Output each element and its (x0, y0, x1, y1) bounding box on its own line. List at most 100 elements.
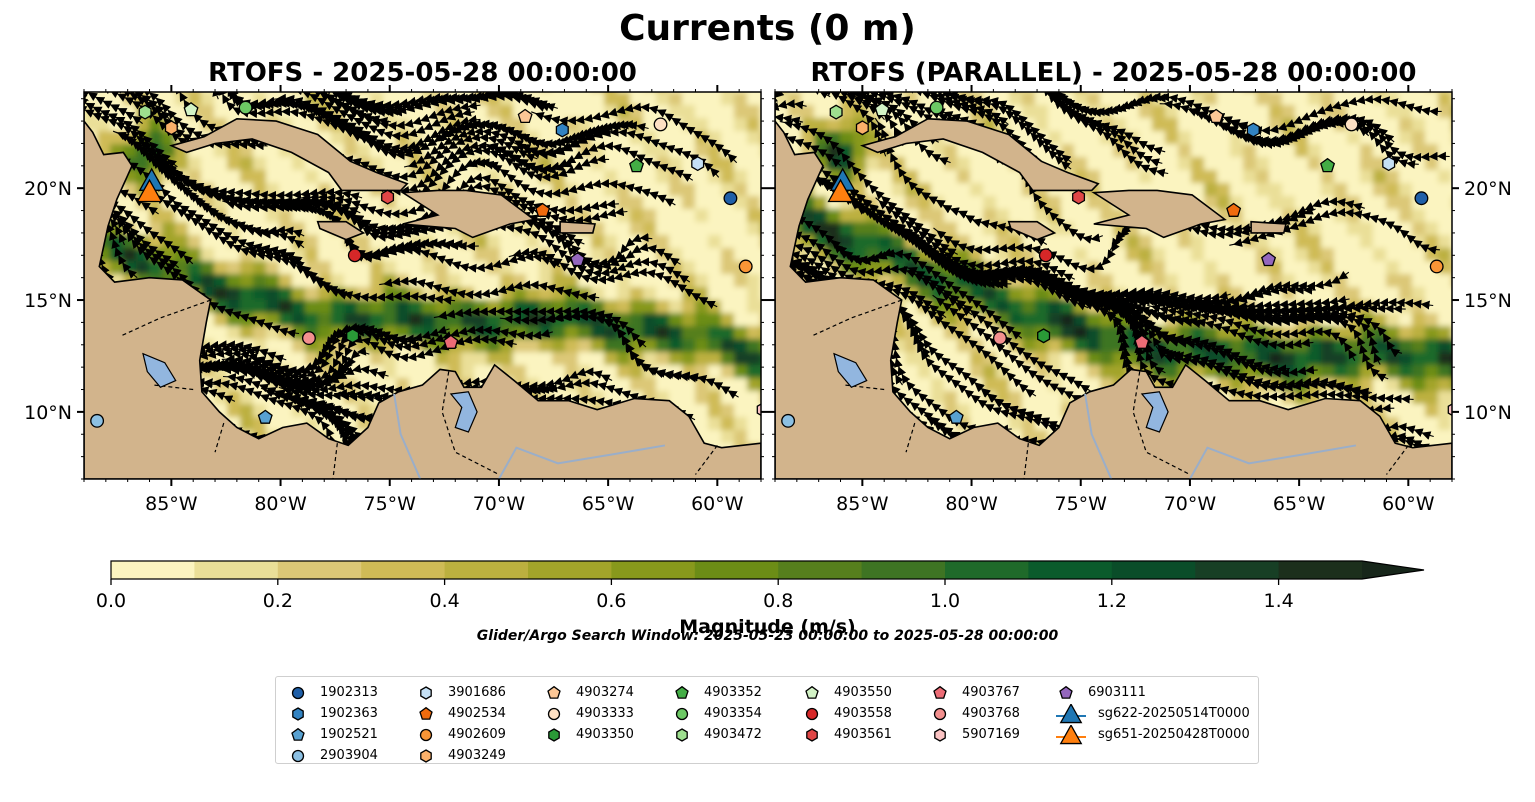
field-cell (305, 183, 319, 197)
field-cell (253, 170, 267, 184)
field-cell (487, 248, 501, 262)
field-cell (1347, 144, 1361, 158)
colorbar-segment (528, 561, 612, 579)
field-cell (1230, 144, 1244, 158)
legend-marker-glider-icon (1056, 703, 1086, 723)
field-cell (1295, 300, 1309, 314)
field-cell (1048, 404, 1062, 418)
field-cell (513, 352, 527, 366)
field-cell (266, 274, 280, 288)
field-cell (422, 287, 436, 301)
field-cell (747, 391, 761, 405)
field-cell (448, 274, 462, 288)
field-cell (983, 313, 997, 327)
field-cell (1464, 274, 1478, 288)
field-cell (1438, 196, 1452, 210)
field-cell (318, 417, 332, 431)
field-cell (708, 118, 722, 132)
field-cell (513, 339, 527, 353)
field-cell (617, 339, 631, 353)
field-cell (84, 235, 85, 249)
field-cell (383, 287, 397, 301)
field-cell (500, 105, 514, 119)
field-cell (840, 222, 854, 236)
field-cell (827, 131, 841, 145)
field-cell (931, 183, 945, 197)
field-cell (669, 235, 683, 249)
field-cell (983, 365, 997, 379)
field-cell (918, 378, 932, 392)
axes-frame (774, 91, 1453, 480)
field-cell (331, 248, 345, 262)
field-cell (188, 92, 202, 93)
land-polygon (1091, 189, 1227, 239)
field-cell (1074, 157, 1088, 171)
field-cell (1282, 157, 1296, 171)
field-cell (526, 261, 540, 275)
field-cell (1204, 92, 1218, 93)
field-cell (1191, 118, 1205, 132)
field-cell (879, 157, 893, 171)
field-cell (1438, 170, 1452, 184)
field-cell (1386, 417, 1400, 431)
field-cell (1035, 105, 1049, 119)
field-cell (970, 170, 984, 184)
field-cell (591, 300, 605, 314)
field-cell (578, 92, 592, 93)
legend-label: 4903550 (834, 685, 892, 700)
field-cell (734, 365, 748, 379)
field-cell (214, 482, 228, 496)
marker-4903350 (1037, 328, 1051, 344)
field-cell (227, 287, 241, 301)
field-cell (918, 170, 932, 184)
field-cell (708, 157, 722, 171)
field-cell (240, 170, 254, 184)
legend-label: 4903274 (576, 685, 634, 700)
legend-symbol (675, 707, 689, 720)
legend-label: 4903768 (962, 706, 1020, 721)
field-cell (539, 261, 553, 275)
country-border (1132, 371, 1191, 476)
lake (1140, 391, 1169, 433)
field-cell (396, 300, 410, 314)
field-cell (1295, 92, 1309, 93)
field-cell (1373, 287, 1387, 301)
field-cell (318, 326, 332, 340)
field-cell (435, 92, 449, 93)
field-cell (1152, 274, 1166, 288)
field-cell (1165, 170, 1179, 184)
field-cell (1009, 300, 1023, 314)
field-cell (357, 287, 371, 301)
field-cell (1139, 261, 1153, 275)
field-cell (931, 365, 945, 379)
field-cell (305, 287, 319, 301)
field-cell (539, 482, 553, 496)
field-cell (775, 352, 776, 366)
field-cell (1425, 352, 1439, 366)
field-cell (643, 300, 657, 314)
field-cell (539, 144, 553, 158)
field-cell (1061, 235, 1075, 249)
lon-tick-label: 70°W (1164, 493, 1217, 515)
field-cell (630, 300, 644, 314)
field-cell (931, 209, 945, 223)
marker-1902363 (1246, 122, 1260, 138)
field-cell (840, 118, 854, 132)
field-cell (565, 196, 579, 210)
field-cell (721, 209, 735, 223)
field-cell (1204, 144, 1218, 158)
field-cell (175, 157, 189, 171)
field-cell (682, 170, 696, 184)
field-cell (814, 209, 828, 223)
field-cell (931, 404, 945, 418)
field-cell (1217, 378, 1231, 392)
field-cell (305, 482, 319, 496)
field-cell (1438, 118, 1452, 132)
field-cell (1087, 248, 1101, 262)
field-cell (617, 300, 631, 314)
colorbar-segment (778, 561, 863, 579)
field-cell (721, 248, 735, 262)
field-cell (1386, 196, 1400, 210)
field-cell (1438, 157, 1452, 171)
field-cell (1399, 261, 1413, 275)
